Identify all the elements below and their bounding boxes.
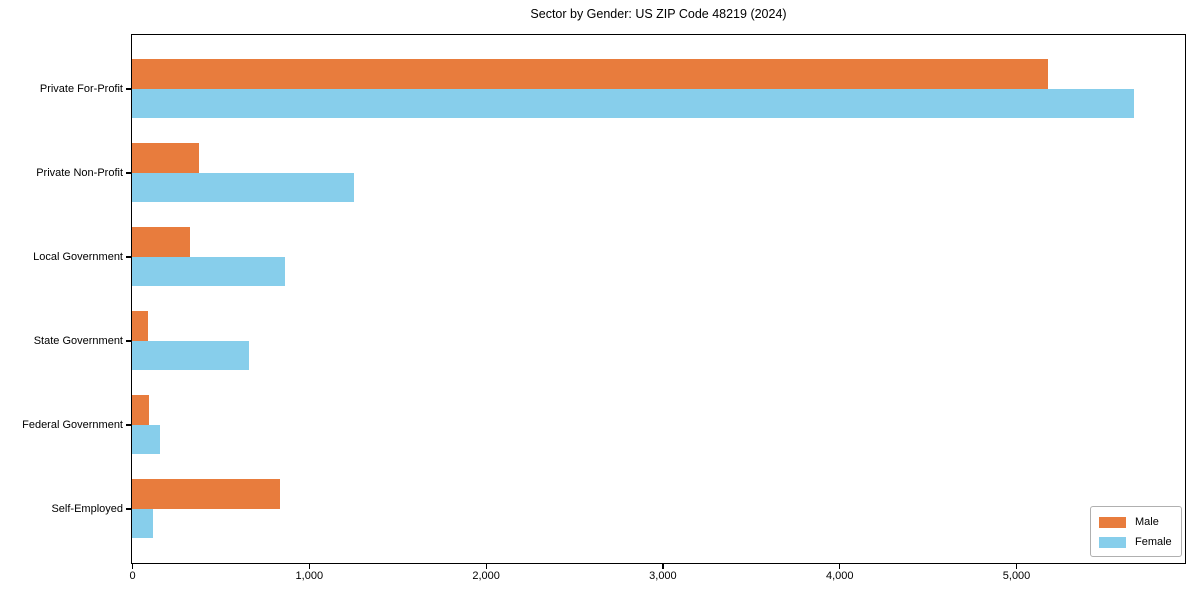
bar-male-private-for-profit (132, 59, 1048, 89)
y-tick-private-non-profit (126, 172, 131, 174)
bar-female-private-non-profit (132, 172, 354, 202)
y-tick-state-government (126, 340, 131, 342)
legend-label-female: Female (1135, 536, 1172, 548)
x-label-0: 0 (129, 570, 136, 582)
x-tick-5000 (1015, 564, 1018, 569)
chart-title: Sector by Gender: US ZIP Code 48219 (202… (530, 7, 787, 21)
legend: Male Female (1090, 506, 1182, 557)
x-label-1000: 1,000 (295, 570, 324, 582)
x-label-3000: 3,000 (649, 570, 677, 582)
x-label-5000: 5,000 (1002, 570, 1031, 582)
x-tick-4000 (839, 564, 841, 569)
bar-female-local-government (132, 256, 285, 286)
y-tick-private-for-profit (126, 88, 131, 90)
bar-female-state-government (132, 340, 249, 370)
x-label-2000: 2,000 (472, 570, 500, 582)
bar-male-self-employed (132, 479, 280, 509)
x-label-4000: 4,000 (825, 570, 854, 582)
bar-female-private-for-profit (132, 88, 1134, 118)
y-label-private-non-profit: Private Non-Profit (36, 167, 123, 179)
x-tick-1000 (308, 564, 310, 569)
x-tick-2000 (485, 564, 487, 569)
x-tick-0 (131, 564, 134, 569)
y-label-federal-government: Federal Government (22, 419, 123, 431)
y-tick-local-government (126, 256, 131, 258)
legend-swatch-female (1099, 536, 1126, 548)
legend-swatch-male (1099, 516, 1126, 528)
bar-male-federal-government (132, 395, 149, 425)
y-label-state-government: State Government (33, 335, 123, 347)
x-tick-3000 (662, 564, 664, 569)
bar-male-local-government (132, 227, 191, 257)
y-label-private-for-profit: Private For-Profit (39, 83, 123, 95)
plot-area (131, 34, 1186, 564)
y-tick-self-employed (126, 508, 131, 510)
y-label-local-government: Local Government (33, 251, 123, 263)
legend-item-female: Female (1099, 534, 1173, 550)
legend-label-male: Male (1135, 516, 1159, 528)
y-tick-federal-government (126, 424, 131, 426)
y-label-self-employed: Self-Employed (51, 503, 123, 515)
bar-male-private-non-profit (132, 143, 200, 173)
bar-female-self-employed (132, 508, 154, 538)
legend-item-male: Male (1099, 514, 1173, 530)
bar-male-state-government (132, 311, 148, 341)
bar-female-federal-government (132, 424, 161, 454)
